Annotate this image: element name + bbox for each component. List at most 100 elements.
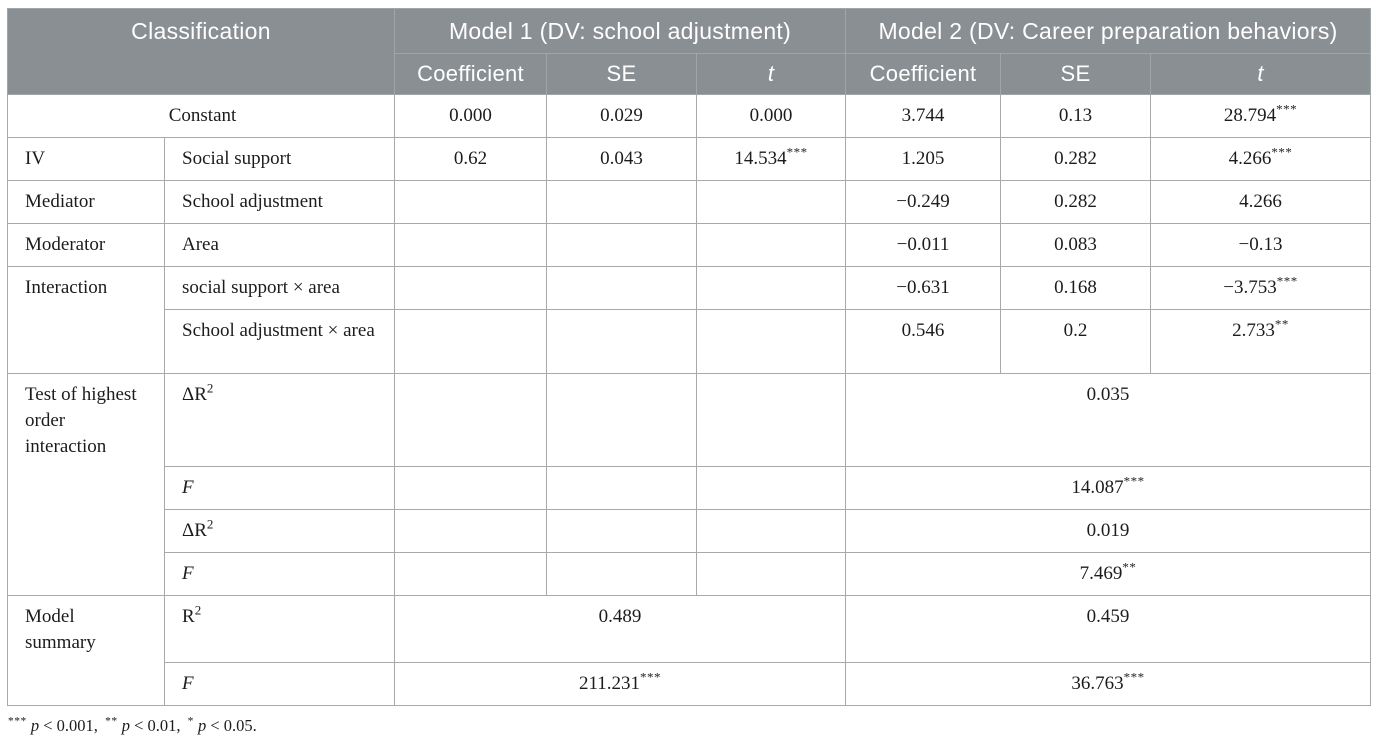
- footnote-segment: ** p < 0.01,: [105, 715, 185, 735]
- cell-summary2-sublabel: F: [163, 662, 396, 706]
- cell-empty: [546, 309, 698, 374]
- cell-iv-m1-t: 14.534***: [696, 137, 847, 181]
- cell-iv-m1-coef: 0.62: [394, 137, 548, 181]
- cell-mediator-label: Mediator: [7, 180, 165, 224]
- cell-test3-m2-value: 0.019: [845, 509, 1372, 553]
- cell-iv-m2-t: 4.266***: [1150, 137, 1372, 181]
- cell-constant-m1-se: 0.029: [546, 94, 698, 138]
- cell-empty: [394, 466, 548, 510]
- row-mediator: Mediator School adjustment −0.249 0.282 …: [7, 180, 1372, 224]
- header-row-statistics: Coefficient SE t Coefficient SE t: [8, 53, 1372, 95]
- header-model1: Model 1 (DV: school adjustment): [394, 8, 847, 54]
- header-m1-t: t: [696, 53, 847, 95]
- header-row-models: Classification Model 1 (DV: school adjus…: [6, 8, 1372, 95]
- row-summary-f: F 211.231*** 36.763***: [8, 662, 1372, 706]
- cell-interaction1-m2-coef: −0.631: [845, 266, 1002, 310]
- cell-empty: [546, 466, 698, 510]
- cell-empty: [394, 552, 548, 596]
- header-m2-se: SE: [1000, 53, 1152, 95]
- header-m1-se: SE: [546, 53, 698, 95]
- cell-mediator-m2-coef: −0.249: [845, 180, 1002, 224]
- cell-empty: [696, 223, 847, 267]
- cell-constant-m2-se: 0.13: [1000, 94, 1152, 138]
- cell-moderator-m2-t: −0.13: [1150, 223, 1372, 267]
- cell-interaction2-m2-coef: 0.546: [845, 309, 1002, 374]
- cell-empty: [696, 180, 847, 224]
- cell-test2-m2-value: 14.087***: [845, 466, 1372, 510]
- cell-empty: [394, 223, 548, 267]
- cell-mediator-sublabel: School adjustment: [163, 180, 396, 224]
- header-m2-coefficient: Coefficient: [845, 53, 1002, 95]
- cell-iv-m2-coef: 1.205: [845, 137, 1002, 181]
- cell-empty: [696, 266, 847, 310]
- cell-mediator-m2-se: 0.282: [1000, 180, 1152, 224]
- footnote-segment: * p < 0.05.: [187, 715, 257, 735]
- regression-results-table: Classification Model 1 (DV: school adjus…: [6, 8, 1372, 706]
- cell-constant-m1-coef: 0.000: [394, 94, 548, 138]
- row-interaction-2: School adjustment × area 0.546 0.2 2.733…: [8, 309, 1372, 374]
- cell-empty: [394, 509, 548, 553]
- cell-empty: [696, 466, 847, 510]
- cell-empty: [696, 373, 847, 467]
- cell-empty: [696, 552, 847, 596]
- row-constant: Constant 0.000 0.029 0.000 3.744 0.13 28…: [6, 94, 1372, 138]
- cell-summary1-m2-value: 0.459: [845, 595, 1372, 663]
- cell-empty: [546, 373, 698, 467]
- cell-interaction1-m2-t: −3.753***: [1150, 266, 1372, 310]
- cell-interaction2-sublabel: School adjustment × area: [163, 309, 396, 374]
- cell-iv-label: IV: [7, 137, 165, 181]
- cell-empty: [696, 309, 847, 374]
- cell-moderator-sublabel: Area: [163, 223, 396, 267]
- header-classification: Classification: [6, 8, 396, 95]
- cell-empty: [546, 266, 698, 310]
- cell-test4-sublabel: F: [163, 552, 396, 596]
- cell-summary2-m2-value: 36.763***: [845, 662, 1372, 706]
- cell-empty: [394, 180, 548, 224]
- cell-interaction2-m2-t: 2.733**: [1150, 309, 1372, 374]
- cell-summary1-sublabel: R2: [163, 595, 396, 663]
- row-test-delta-r2-1: Test of highest order interaction ΔR2 0.…: [7, 373, 1372, 596]
- row-moderator: Moderator Area −0.011 0.083 −0.13: [7, 223, 1372, 267]
- cell-interaction1-sublabel: social support × area: [163, 266, 396, 310]
- row-test-f-1: F 14.087***: [8, 466, 1372, 510]
- cell-test-label: Test of highest order interaction: [7, 373, 165, 596]
- cell-interaction1-m2-se: 0.168: [1000, 266, 1152, 310]
- cell-summary1-m1-value: 0.489: [394, 595, 847, 663]
- header-m2-t: t: [1150, 53, 1372, 95]
- cell-moderator-m2-coef: −0.011: [845, 223, 1002, 267]
- cell-iv-sublabel: Social support: [163, 137, 396, 181]
- cell-summary-label: Model summary: [7, 595, 165, 706]
- cell-test4-m2-value: 7.469**: [845, 552, 1372, 596]
- row-summary-r2: Model summary R2 0.489 0.459: [7, 595, 1372, 706]
- cell-iv-m2-se: 0.282: [1000, 137, 1152, 181]
- cell-constant-label: Constant: [6, 94, 396, 138]
- row-test-f-2: F 7.469**: [8, 552, 1372, 596]
- cell-test2-sublabel: F: [163, 466, 396, 510]
- header-model2: Model 2 (DV: Career preparation behavior…: [845, 8, 1372, 54]
- cell-test3-sublabel: ΔR2: [163, 509, 396, 553]
- significance-footnote: *** p < 0.001, ** p < 0.01, * p < 0.05.: [8, 715, 1370, 736]
- cell-constant-m1-t: 0.000: [696, 94, 847, 138]
- cell-empty: [696, 509, 847, 553]
- cell-empty: [546, 552, 698, 596]
- cell-constant-m2-t: 28.794***: [1150, 94, 1372, 138]
- cell-constant-m2-coef: 3.744: [845, 94, 1002, 138]
- cell-empty: [546, 509, 698, 553]
- cell-empty: [394, 309, 548, 374]
- cell-interaction2-m2-se: 0.2: [1000, 309, 1152, 374]
- header-m1-coefficient: Coefficient: [394, 53, 548, 95]
- row-interaction-1: Interaction social support × area −0.631…: [7, 266, 1372, 374]
- cell-empty: [394, 266, 548, 310]
- cell-interaction-label: Interaction: [7, 266, 165, 374]
- cell-summary2-m1-value: 211.231***: [394, 662, 847, 706]
- cell-empty: [546, 180, 698, 224]
- cell-empty: [394, 373, 548, 467]
- cell-mediator-m2-t: 4.266: [1150, 180, 1372, 224]
- cell-test1-sublabel: ΔR2: [163, 373, 396, 467]
- paper-table-figure: Classification Model 1 (DV: school adjus…: [6, 8, 1372, 736]
- cell-moderator-m2-se: 0.083: [1000, 223, 1152, 267]
- cell-empty: [546, 223, 698, 267]
- cell-moderator-label: Moderator: [7, 223, 165, 267]
- cell-test1-m2-value: 0.035: [845, 373, 1372, 467]
- cell-iv-m1-se: 0.043: [546, 137, 698, 181]
